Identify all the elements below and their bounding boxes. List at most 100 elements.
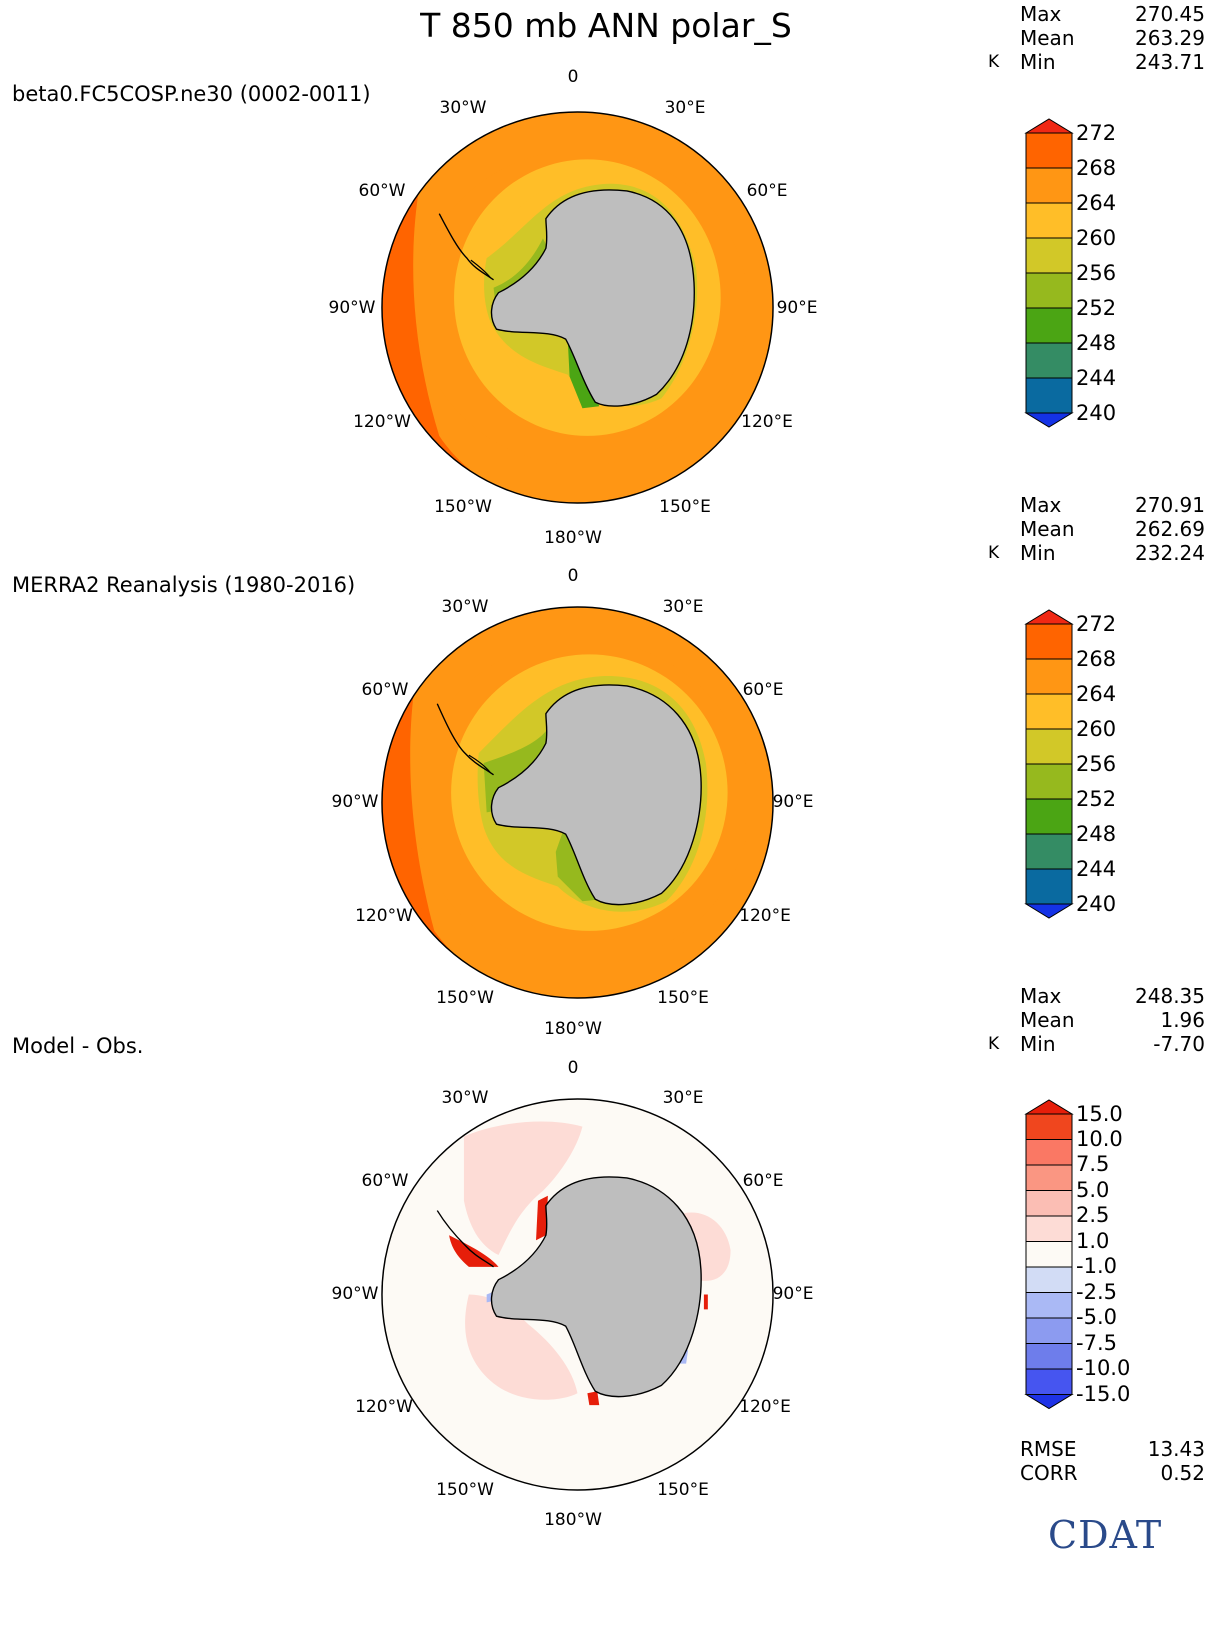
colorbar-swatch (1025, 1113, 1073, 1140)
lon-label-0: 0 (567, 67, 579, 87)
colorbar-tick: 2.5 (1076, 1203, 1110, 1227)
polar-map-obs (381, 606, 774, 999)
corr-value: 0.52 (1160, 1461, 1205, 1485)
colorbar-swatch (1025, 167, 1073, 204)
colorbar-swatch (1025, 1368, 1073, 1395)
colorbar-swatch (1025, 763, 1073, 800)
colorbar-tick: 260 (1076, 226, 1117, 250)
colorbar-swatch (1025, 658, 1073, 695)
lon-label-60w: 60°W (361, 1171, 409, 1191)
colorbar-swatch (1025, 202, 1073, 239)
colorbar-difference: 15.0 10.0 7.5 5.0 2.5 1.0 -1.0 -2.5 -5.0… (1020, 1097, 1130, 1421)
lon-label-150w: 150°W (436, 988, 494, 1008)
lon-label-30e: 30°E (662, 1088, 704, 1108)
colorbar-tick: -15.0 (1076, 1382, 1131, 1406)
stat-mean-label: Mean (1020, 517, 1075, 541)
colorbar-tick: 256 (1076, 752, 1117, 776)
colorbar-swatch (1025, 377, 1073, 414)
lon-label-180w: 180°W (544, 1019, 602, 1039)
colorbar-temperature: 272 268 264 260 256 252 248 244 240 (1020, 606, 1116, 930)
colorbar-swatch (1025, 623, 1073, 660)
stat-mean-value: 262.69 (1135, 517, 1205, 541)
colorbar-tick: 272 (1076, 612, 1117, 636)
colorbar-swatch (1025, 1241, 1073, 1268)
lon-label-120w: 120°W (355, 906, 413, 926)
stat-min-label: Min (1020, 541, 1056, 565)
lon-label-120w: 120°W (355, 1397, 413, 1417)
lon-label-90e: 90°E (772, 792, 814, 812)
colorbar-tick: 10.0 (1076, 1127, 1123, 1151)
colorbar-tick: 248 (1076, 331, 1117, 355)
colorbar-swatch (1025, 1190, 1073, 1217)
lon-label-150w: 150°W (436, 1480, 494, 1500)
colorbar-tick: 260 (1076, 717, 1117, 741)
stat-min-label: Min (1020, 50, 1056, 74)
colorbar-swatch (1025, 1317, 1073, 1344)
colorbar-swatch (1025, 272, 1073, 309)
lon-label-150e: 150°E (659, 497, 711, 517)
stats-block: Max 270.45 Mean 263.29 Min 243.71 (1020, 2, 1205, 74)
colorbar-tick: 7.5 (1076, 1152, 1110, 1176)
lon-label-0: 0 (567, 1058, 579, 1078)
lon-label-30w: 30°W (441, 1088, 489, 1108)
lon-label-60e: 60°E (742, 1171, 784, 1191)
stat-min-value: 243.71 (1135, 50, 1205, 74)
colorbar-tick: -10.0 (1076, 1356, 1131, 1380)
colorbar-temperature: 272 268 264 260 256 252 248 244 240 (1020, 115, 1116, 439)
colorbar-swatch (1025, 1292, 1073, 1319)
stat-max-label: Max (1020, 493, 1062, 517)
panel-label: Model - Obs. (12, 1034, 144, 1058)
colorbar-swatch (1025, 342, 1073, 379)
panel-label: MERRA2 Reanalysis (1980-2016) (12, 573, 356, 597)
colorbar-tick: 268 (1076, 156, 1117, 180)
colorbar-swatch (1025, 307, 1073, 344)
rmse-value: 13.43 (1147, 1437, 1205, 1461)
colorbar-tick: 256 (1076, 261, 1117, 285)
lon-label-120e: 120°E (739, 1397, 791, 1417)
lon-label-60e: 60°E (742, 680, 784, 700)
colorbar-over-triangle (1024, 118, 1074, 134)
stats-block: Max 270.91 Mean 262.69 Min 232.24 (1020, 493, 1205, 565)
lon-label-120w: 120°W (353, 412, 411, 432)
colorbar-tick: 264 (1076, 682, 1117, 706)
polar-map-difference (381, 1098, 774, 1491)
panel-label: beta0.FC5COSP.ne30 (0002-0011) (12, 82, 371, 106)
colorbar-tick: 1.0 (1076, 1229, 1110, 1253)
polar-map-model (381, 111, 774, 504)
lon-label-90w: 90°W (331, 1284, 379, 1304)
units-label: K (988, 1034, 1000, 1054)
colorbar-over-triangle (1024, 1099, 1074, 1115)
lon-label-30e: 30°E (662, 597, 704, 617)
lon-label-120e: 120°E (739, 906, 791, 926)
lon-label-150e: 150°E (657, 1480, 709, 1500)
stat-mean-label: Mean (1020, 26, 1075, 50)
units-label: K (988, 52, 1000, 72)
lon-label-180w: 180°W (544, 528, 602, 548)
figure-title: T 850 mb ANN polar_S (420, 6, 792, 45)
lon-label-60e: 60°E (746, 181, 788, 201)
lon-label-180w: 180°W (544, 1510, 602, 1530)
colorbar-tick: 244 (1076, 857, 1117, 881)
rmse-label: RMSE (1020, 1437, 1077, 1461)
colorbar-tick: 252 (1076, 296, 1117, 320)
colorbar-swatch (1025, 1343, 1073, 1370)
lon-label-30w: 30°W (439, 98, 487, 118)
metrics-block: RMSE 13.43 CORR 0.52 (1020, 1437, 1205, 1485)
stat-min-value: 232.24 (1135, 541, 1205, 565)
colorbar-tick: -1.0 (1076, 1254, 1117, 1278)
colorbar-tick: 244 (1076, 366, 1117, 390)
stats-block: Max 248.35 Mean 1.96 Min -7.70 (1020, 984, 1205, 1056)
colorbar-tick: 5.0 (1076, 1178, 1110, 1202)
colorbar-swatches (1024, 609, 1074, 919)
lon-label-60w: 60°W (361, 680, 409, 700)
colorbar-tick: 272 (1076, 121, 1117, 145)
colorbar-swatch (1025, 237, 1073, 274)
colorbar-tick: 240 (1076, 401, 1117, 425)
stat-min-label: Min (1020, 1032, 1056, 1056)
colorbar-under-triangle (1024, 1394, 1074, 1410)
lon-label-90e: 90°E (776, 298, 818, 318)
lon-label-30w: 30°W (441, 597, 489, 617)
colorbar-swatch (1025, 1139, 1073, 1166)
colorbar-tick: -7.5 (1076, 1331, 1117, 1355)
colorbar-swatch (1025, 833, 1073, 870)
